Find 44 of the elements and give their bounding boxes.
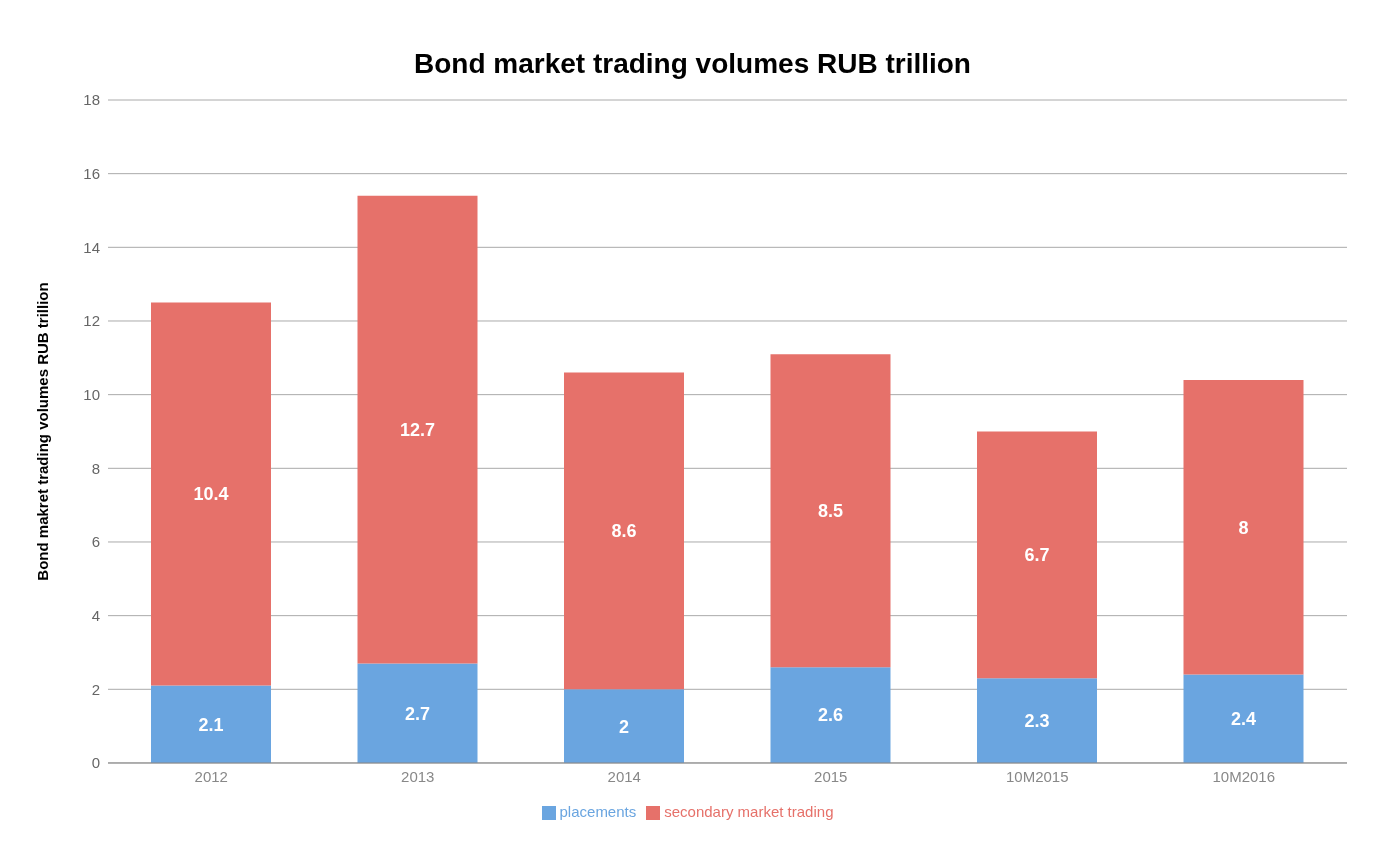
bar xyxy=(357,195,478,664)
legend-label: placements xyxy=(559,802,637,820)
y-tick-label: 0 xyxy=(91,754,100,772)
bar xyxy=(151,685,271,763)
data-label: 2.7 xyxy=(404,703,431,724)
data-label: 8.6 xyxy=(611,521,637,542)
x-tick-label: 2015 xyxy=(814,767,848,785)
y-tick-label: 2 xyxy=(91,680,100,698)
y-tick-label: 4 xyxy=(91,606,100,624)
data-label: 2 xyxy=(618,716,630,737)
y-tick-label: 16 xyxy=(83,164,100,182)
data-label: 2.4 xyxy=(1230,709,1257,730)
data-label: 2.1 xyxy=(198,714,224,735)
y-tick-label: 18 xyxy=(83,91,100,109)
data-label: 2.6 xyxy=(817,705,844,726)
data-label: 2.3 xyxy=(1024,711,1050,731)
x-tick-label: 10M2016 xyxy=(1212,767,1276,785)
bar xyxy=(977,678,1097,763)
bar xyxy=(1183,674,1304,763)
bar xyxy=(1183,379,1304,675)
y-tick-label: 14 xyxy=(83,238,100,256)
bar xyxy=(977,431,1097,679)
data-label: 12.7 xyxy=(399,420,436,441)
y-tick-label: 12 xyxy=(83,312,100,330)
y-tick-label: 10 xyxy=(83,385,100,403)
data-label: 8 xyxy=(1238,517,1249,538)
bar xyxy=(770,667,891,763)
bar xyxy=(564,689,684,763)
data-label: 8.5 xyxy=(817,501,844,522)
x-tick-label: 2012 xyxy=(194,767,228,785)
y-tick-label: 8 xyxy=(91,459,100,477)
bar xyxy=(564,372,684,690)
chart-title: Bond market trading volumes RUB trillion xyxy=(413,47,972,80)
bar xyxy=(357,663,478,763)
x-tick-label: 10M2015 xyxy=(1005,767,1069,785)
legend-label: secondary market trading xyxy=(664,802,834,820)
data-label: 6.7 xyxy=(1024,545,1050,566)
data-label: 10.4 xyxy=(193,484,229,505)
x-tick-label: 2014 xyxy=(607,767,641,785)
y-tick-label: 6 xyxy=(91,533,100,551)
y-axis-title: Bond makret trading volumes RUB trillion xyxy=(34,282,52,581)
x-tick-label: 2013 xyxy=(401,767,435,785)
bar xyxy=(770,354,891,668)
bar xyxy=(151,302,271,686)
